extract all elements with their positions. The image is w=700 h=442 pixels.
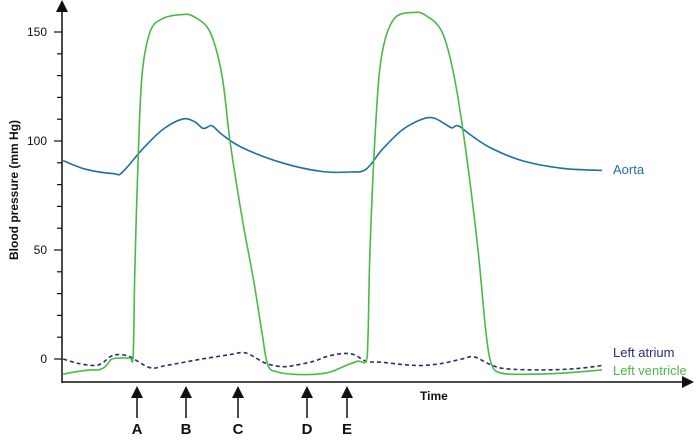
y-tick-label-100: 100 [27,134,47,148]
marker-a: A [131,386,143,438]
left-atrium-series-label: Left atrium [613,345,674,360]
y-tick-label-50: 50 [34,243,48,257]
y-tick-label-150: 150 [27,25,47,39]
marker-e-label: E [342,421,352,437]
marker-a-label: A [132,421,143,437]
x-axis-title: Time [420,389,448,403]
marker-d-label: D [302,421,313,437]
left-ventricle-line [63,11,603,376]
y-ticks: 0 50 100 150 [27,9,62,366]
marker-b: B [180,386,192,438]
series-layer [62,11,603,376]
y-tick-label-0: 0 [40,352,47,366]
y-axis-title: Blood pressure (mm Hg) [7,120,21,260]
marker-b-label: B [181,421,192,437]
marker-e: E [341,386,353,438]
left-ventricle-series-label: Left ventricle [613,363,687,378]
left-atrium-line [62,351,603,371]
marker-c: C [232,386,244,438]
aorta-line [62,116,603,176]
marker-c-label: C [233,421,244,437]
marker-d: D [301,386,313,438]
aorta-series-label: Aorta [613,162,645,177]
